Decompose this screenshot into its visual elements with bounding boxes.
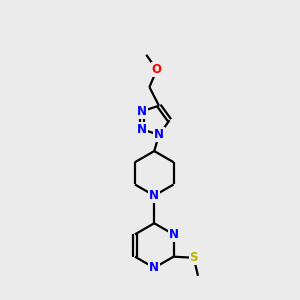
Text: N: N	[169, 228, 178, 241]
Text: N: N	[149, 189, 159, 202]
Text: N: N	[137, 123, 147, 136]
Text: N: N	[149, 261, 159, 274]
Text: N: N	[137, 105, 147, 118]
Text: O: O	[152, 63, 162, 76]
Text: S: S	[190, 251, 198, 264]
Text: N: N	[154, 128, 164, 141]
